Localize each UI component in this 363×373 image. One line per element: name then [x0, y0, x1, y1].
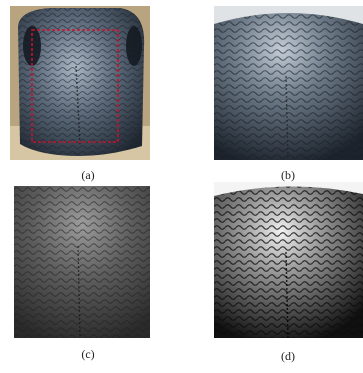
caption-c: (c) — [81, 347, 95, 361]
muzzle-enhanced-image — [214, 182, 363, 338]
muzzle-grayscale-image — [14, 186, 150, 338]
roi-box — [31, 29, 119, 143]
panel-b-image — [214, 6, 363, 160]
muzzle-photo-image — [10, 6, 150, 160]
panel-d-image — [214, 182, 363, 338]
panel-c-image — [14, 186, 150, 338]
caption-d: (d) — [281, 349, 295, 363]
caption-a: (a) — [81, 168, 95, 182]
panel-a-image — [10, 6, 150, 160]
caption-b: (b) — [281, 168, 295, 182]
muzzle-crop-image — [214, 6, 363, 160]
